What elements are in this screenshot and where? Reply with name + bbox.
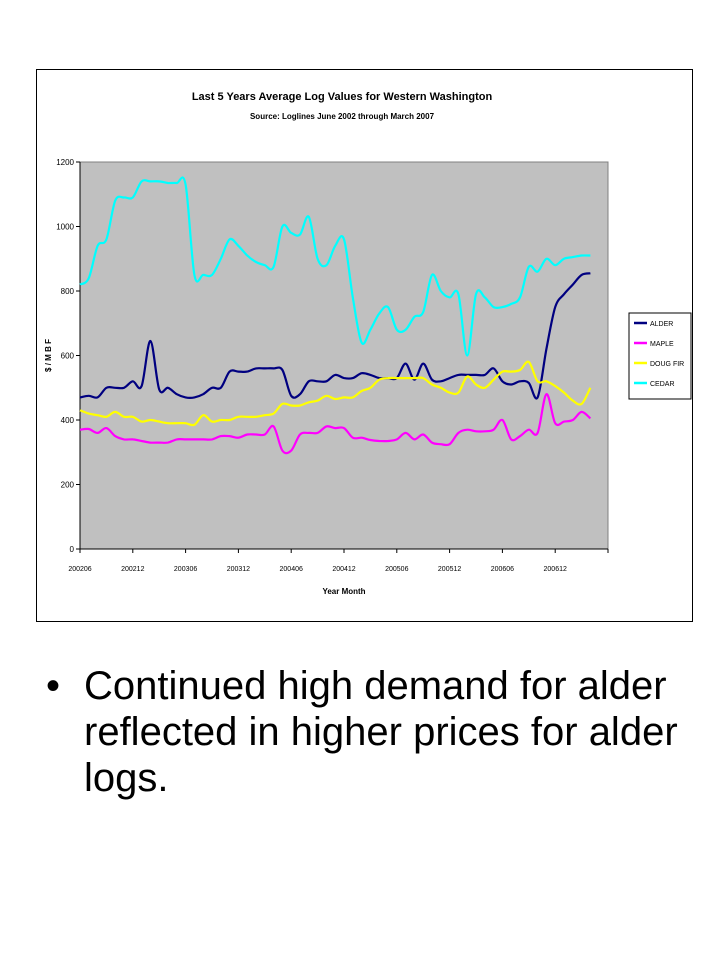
bullet-text: Continued high demand for alder reflecte… <box>84 664 678 800</box>
x-tick-label: 200412 <box>332 566 355 573</box>
y-tick-label: 1200 <box>56 158 74 167</box>
x-axis-label: Year Month <box>322 587 365 596</box>
y-tick-label: 200 <box>61 481 75 490</box>
x-tick-label: 200512 <box>438 566 461 573</box>
chart-subtitle: Source: Loglines June 2002 through March… <box>250 112 435 121</box>
y-axis-label: $ / M B F <box>44 339 53 372</box>
legend-label: MAPLE <box>650 341 674 348</box>
x-tick-label: 200406 <box>280 566 303 573</box>
y-tick-label: 400 <box>61 416 75 425</box>
y-tick-label: 1000 <box>56 223 74 232</box>
series-line-alder <box>79 272 591 400</box>
legend-box <box>628 312 692 400</box>
series-line-cedar <box>79 176 591 357</box>
legend-label: ALDER <box>650 321 673 328</box>
y-tick-label: 0 <box>70 545 75 554</box>
x-tick-label: 200206 <box>68 566 91 573</box>
legend-label: DOUG FIR <box>650 361 684 368</box>
y-tick-label: 600 <box>61 352 75 361</box>
line-chart: Last 5 Years Average Log Values for West… <box>44 91 692 596</box>
x-tick-label: 200306 <box>174 566 197 573</box>
series-line-doug-fir <box>79 360 592 427</box>
chart-frame: Last 5 Years Average Log Values for West… <box>36 69 693 622</box>
bullet-marker: • <box>46 664 61 708</box>
x-tick-label: 200312 <box>227 566 250 573</box>
x-tick-label: 200506 <box>385 566 408 573</box>
chart-title: Last 5 Years Average Log Values for West… <box>192 91 493 103</box>
x-tick-label: 200612 <box>544 566 567 573</box>
plot-area <box>79 161 609 550</box>
series-line-maple <box>79 393 592 455</box>
y-tick-label: 800 <box>61 287 75 296</box>
x-tick-label: 200212 <box>121 566 144 573</box>
legend-label: CEDAR <box>650 381 675 388</box>
x-tick-label: 200606 <box>491 566 514 573</box>
